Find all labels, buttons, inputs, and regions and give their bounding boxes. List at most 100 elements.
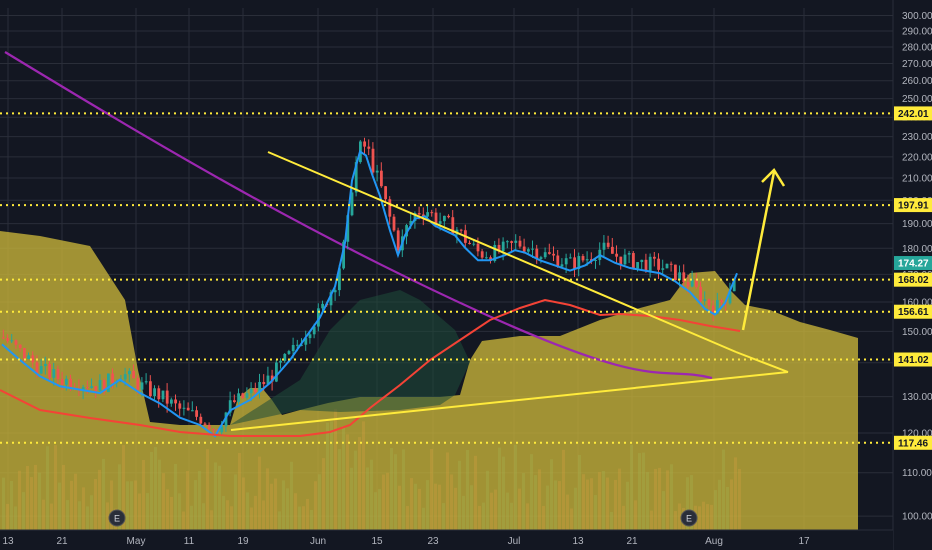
y-tick-label: 190.00: [902, 219, 932, 230]
y-tick-label: 100.00: [902, 512, 932, 523]
candle-body: [451, 217, 455, 235]
candle-body: [434, 212, 438, 224]
candle-body: [136, 378, 140, 390]
x-tick-label: Jun: [310, 536, 326, 547]
candle-body: [640, 259, 644, 263]
candle-body: [304, 338, 308, 345]
candle-body: [39, 366, 43, 374]
candle-body: [291, 345, 295, 352]
level-badge-label: 156.61: [898, 307, 929, 318]
candle-body: [468, 242, 471, 245]
candle-body: [392, 216, 396, 231]
candle-body: [258, 382, 261, 392]
candle-body: [86, 387, 89, 389]
y-tick-label: 280.00: [902, 42, 932, 53]
y-tick-label: 180.00: [902, 244, 932, 255]
x-tick-label: 21: [626, 536, 638, 547]
candle-body: [237, 393, 240, 403]
candle-body: [585, 259, 589, 261]
candle-body: [300, 344, 303, 346]
candle-body: [405, 225, 408, 237]
candle-body: [363, 141, 366, 147]
candle-body: [296, 344, 299, 346]
candle-body: [707, 299, 711, 306]
candle-body: [165, 390, 169, 404]
apex-line: [735, 351, 789, 373]
candle-body: [186, 407, 190, 411]
candle-body: [153, 388, 156, 397]
level-badge: [894, 272, 932, 287]
candle-body: [312, 326, 316, 335]
candle-body: [716, 300, 719, 314]
candle-body: [65, 378, 68, 385]
x-tick-label: 19: [237, 536, 249, 547]
candle-body: [161, 390, 165, 400]
candle-body: [615, 253, 618, 257]
candle-body: [497, 244, 501, 252]
candle-body: [648, 256, 652, 271]
candle-body: [60, 379, 64, 385]
level-badge: [894, 435, 932, 450]
candle-body: [270, 375, 274, 382]
earnings-marker-label: E: [686, 514, 692, 524]
candle-body: [90, 386, 93, 388]
candle-body: [81, 387, 85, 391]
candle-body: [157, 388, 161, 400]
candle-body: [14, 340, 18, 345]
candle-body: [10, 340, 14, 342]
candle-body: [241, 393, 245, 398]
candle-body: [228, 400, 232, 413]
candle-body: [711, 305, 715, 314]
x-tick-label: 13: [2, 536, 14, 547]
price-badge: [894, 256, 932, 271]
x-tick-label: May: [127, 536, 146, 547]
candle-body: [144, 381, 148, 383]
cloud-area: [0, 231, 858, 530]
candle-body: [560, 264, 564, 267]
slow-moving-average: [0, 298, 741, 437]
candle-body: [23, 348, 26, 360]
candle-body: [262, 382, 266, 385]
candle-body: [518, 240, 522, 247]
candle-body: [417, 213, 421, 215]
candle-body: [573, 257, 576, 270]
candle-body: [472, 243, 476, 245]
breakout-arrow: [741, 171, 776, 331]
candle-body: [31, 355, 35, 363]
y-tick-label: 250.00: [902, 94, 932, 105]
candle-body: [623, 254, 627, 265]
candle-body: [430, 212, 434, 214]
candle-body: [627, 253, 631, 255]
x-tick-label: 11: [184, 536, 195, 547]
level-badge-label: 197.91: [898, 201, 929, 212]
candle-body: [266, 375, 270, 385]
level-badge-label: 141.02: [898, 355, 929, 366]
lower-trendline: [230, 371, 789, 431]
y-tick-label: 220.00: [902, 152, 932, 163]
candle-body: [346, 215, 350, 242]
candle-body: [350, 192, 354, 216]
candle-body: [338, 268, 341, 291]
upper-trendline: [267, 151, 737, 353]
candle-body: [480, 251, 484, 258]
time-axis: 13 21 May 11 19 Jun 15 23 Jul 13 21 Aug 17: [0, 529, 893, 550]
y-tick-label: 120.00: [902, 429, 932, 440]
candle-body: [102, 380, 106, 393]
candle-body: [682, 272, 686, 283]
candle-body: [720, 300, 723, 303]
candle-body: [178, 403, 182, 409]
candle-body: [447, 215, 450, 218]
candle-body: [606, 242, 610, 247]
candle-body: [577, 256, 581, 270]
x-tick-label: 17: [798, 536, 810, 547]
x-tick-label: Aug: [705, 536, 723, 547]
level-badge: [894, 352, 932, 367]
candle-body: [333, 290, 337, 293]
long-trendline: [4, 51, 713, 380]
candle-body: [506, 241, 509, 243]
candle-body: [619, 256, 623, 265]
candle-body: [56, 369, 60, 380]
